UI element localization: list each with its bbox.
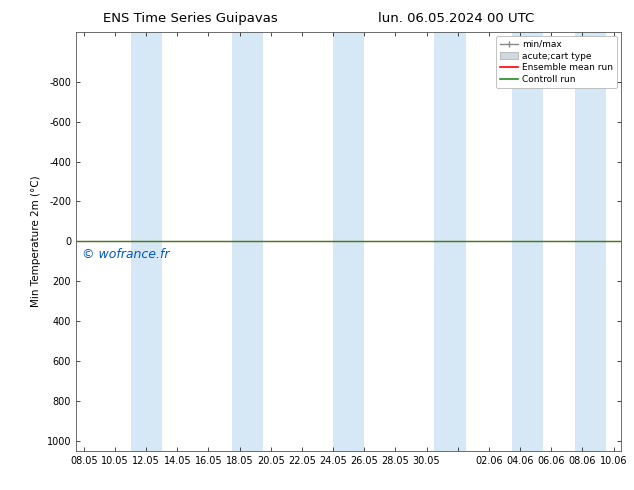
Text: lun. 06.05.2024 00 UTC: lun. 06.05.2024 00 UTC [378,12,534,25]
Y-axis label: Min Temperature 2m (°C): Min Temperature 2m (°C) [31,175,41,307]
Bar [434,32,465,451]
Bar [232,32,263,451]
Bar [131,32,162,451]
Text: © wofrance.fr: © wofrance.fr [82,247,169,261]
Text: ENS Time Series Guipavas: ENS Time Series Guipavas [103,12,278,25]
Legend: min/max, acute;cart type, Ensemble mean run, Controll run: min/max, acute;cart type, Ensemble mean … [496,36,617,88]
Bar [333,32,365,451]
Bar [574,32,605,451]
Bar [512,32,543,451]
